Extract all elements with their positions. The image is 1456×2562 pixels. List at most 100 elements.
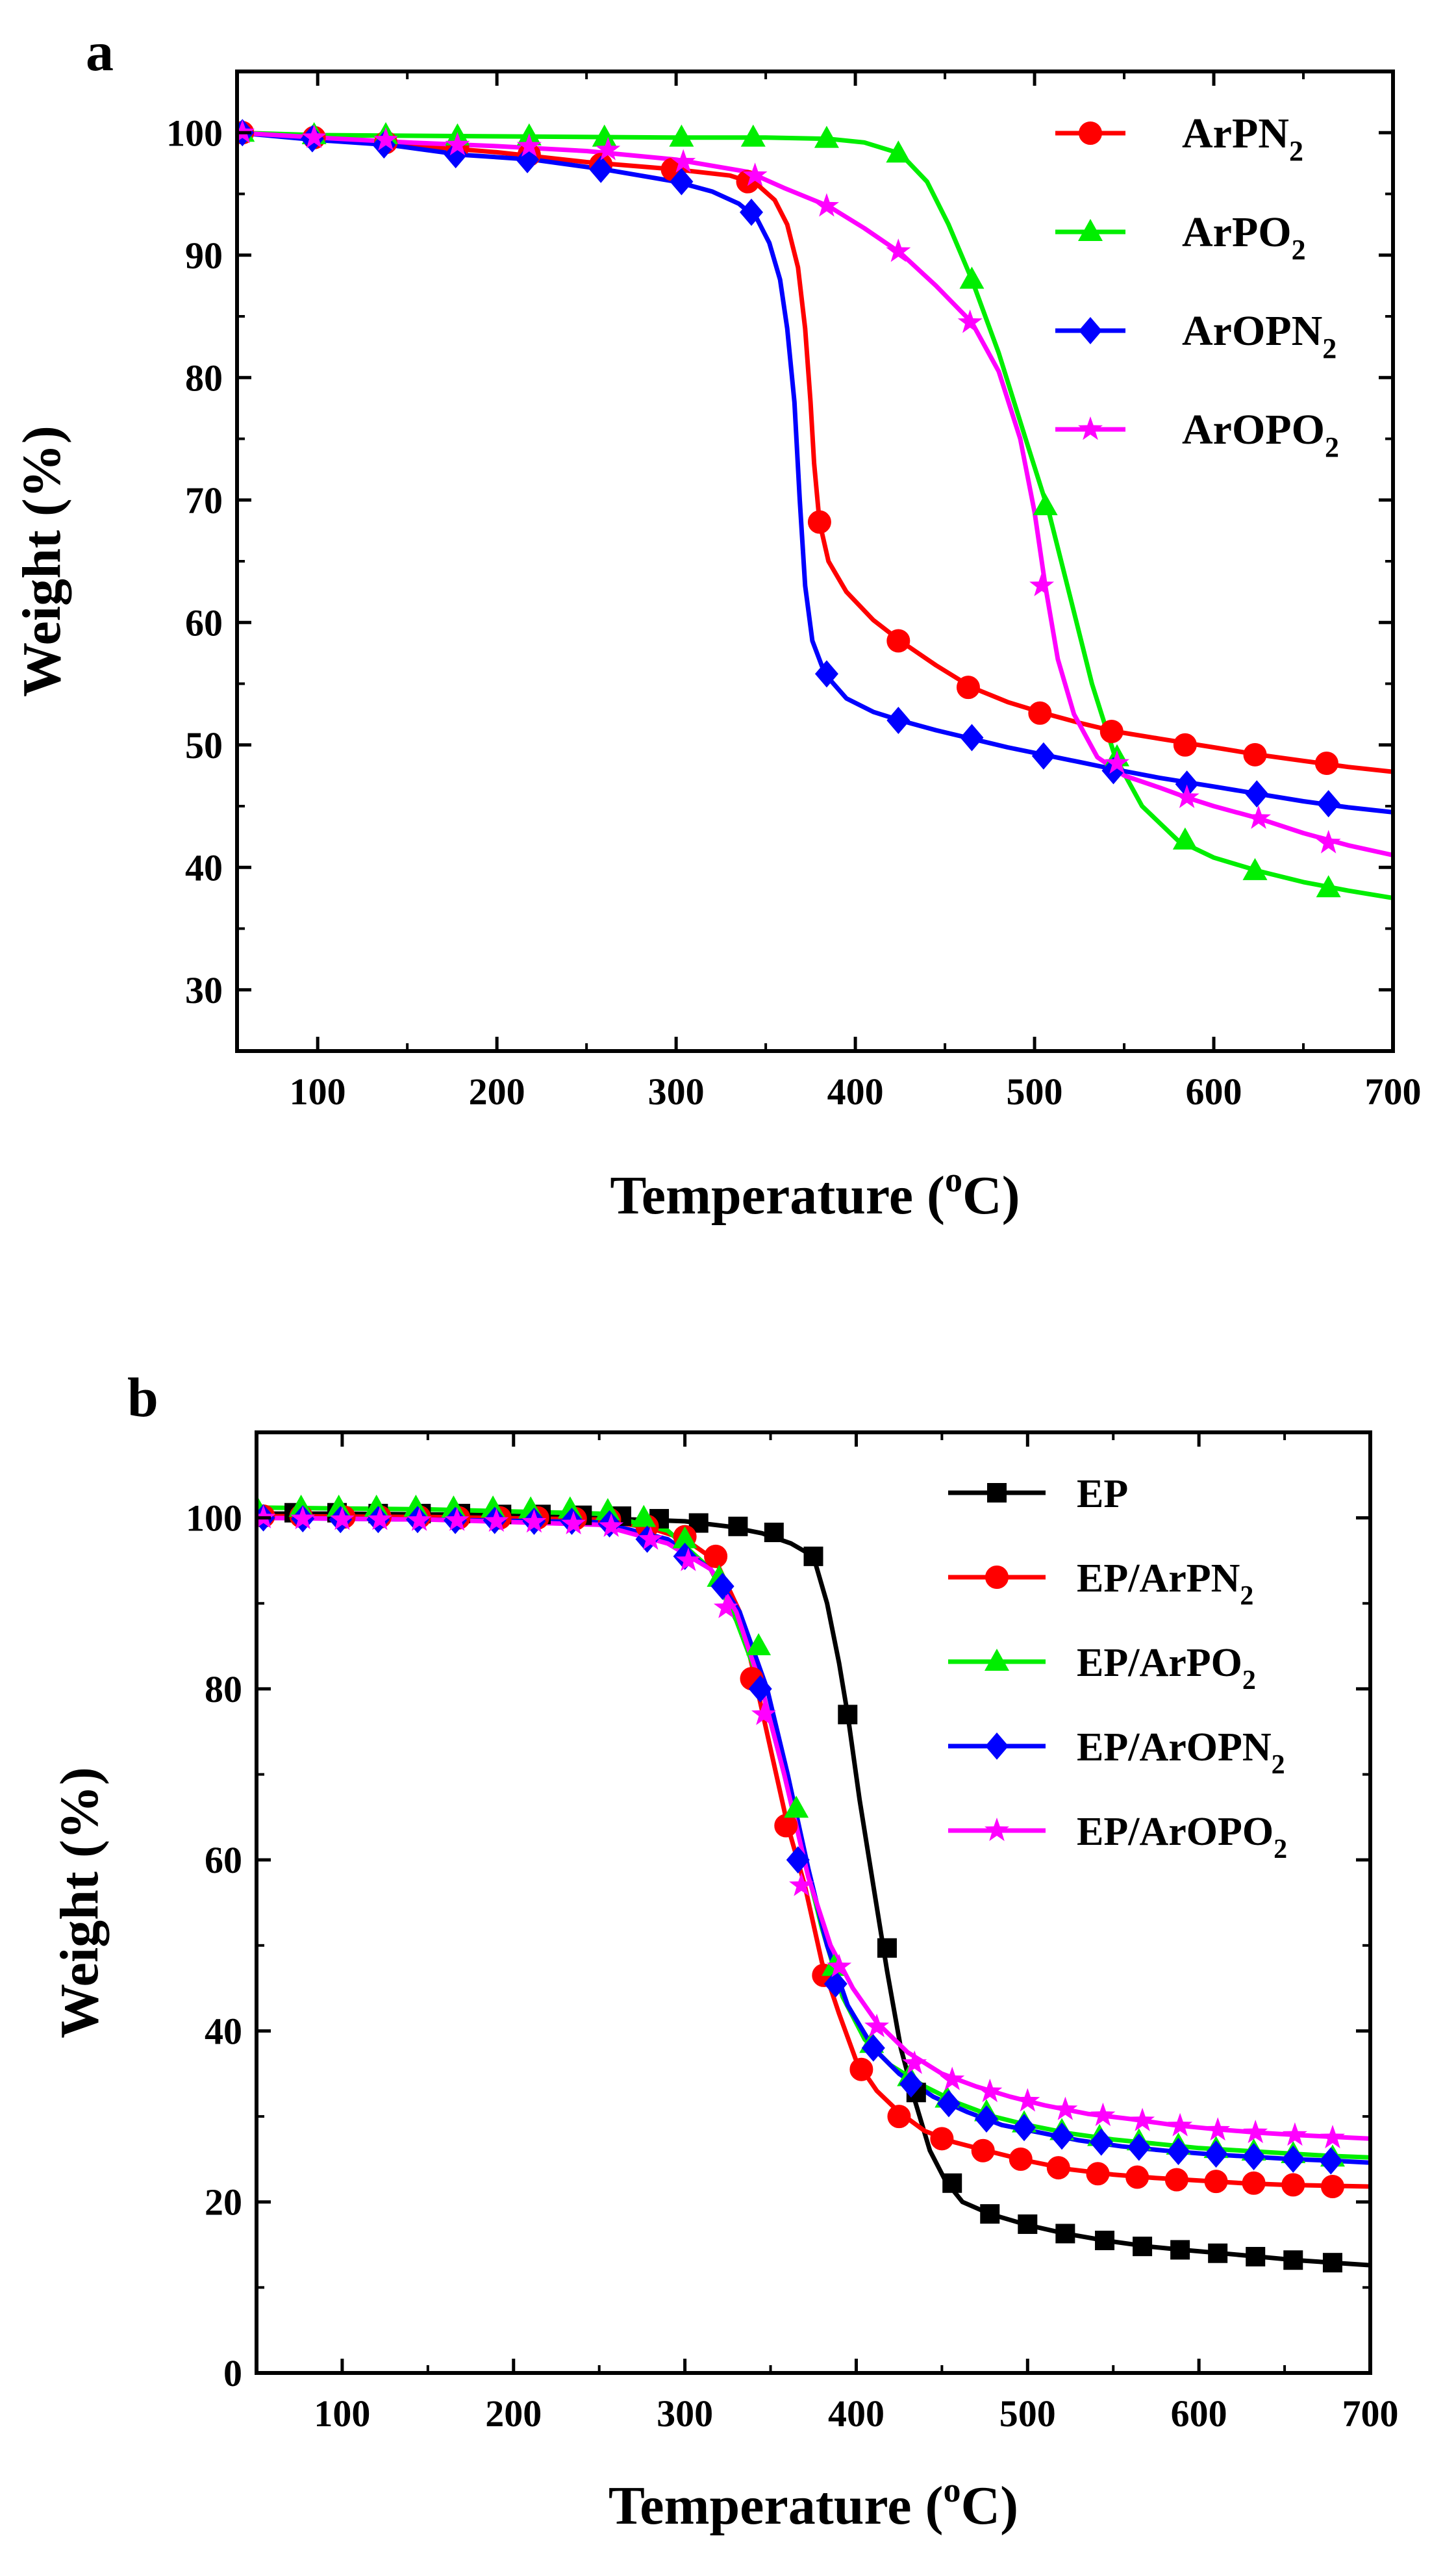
- legend-label-name: EP: [1077, 1472, 1128, 1516]
- data-point-ep-aropn: [1319, 2147, 1343, 2175]
- data-point-ep-aropo: [561, 1510, 586, 1534]
- x-tick-label: 100: [314, 2392, 370, 2435]
- legend: ArPN2 ArPO2 ArOPN2 ArOPO2: [1055, 110, 1339, 463]
- data-point-ep-aropo: [713, 1594, 738, 1618]
- legend-label-name: ArOPN: [1182, 307, 1322, 355]
- data-point-ep-aropn: [786, 1846, 810, 1874]
- data-point-ep-arpn: [1009, 2147, 1033, 2171]
- x-tick-label: 500: [1007, 1071, 1063, 1113]
- data-point-ep-aropn: [1204, 2140, 1228, 2168]
- x-tick-label: 600: [1186, 1071, 1242, 1113]
- legend-label: EP: [1077, 1472, 1128, 1516]
- data-point-arpo: [886, 140, 911, 163]
- data-point-ep-aropn: [1089, 2128, 1113, 2156]
- data-point-ep: [838, 1705, 858, 1725]
- legend-marker: [985, 1649, 1009, 1671]
- data-point-ep-arpo: [631, 1504, 657, 1527]
- data-point-ep-arpo: [595, 1498, 620, 1521]
- data-point-arpo: [669, 124, 694, 147]
- data-point-arpn: [1243, 742, 1267, 767]
- data-point-ep-aropn: [1281, 2145, 1305, 2173]
- data-point-aropo: [301, 124, 327, 148]
- legend-label-subscript: 2: [1240, 1581, 1253, 1611]
- data-point-ep-aropo: [1090, 2102, 1116, 2126]
- data-point-ep-aropo: [789, 1872, 814, 1896]
- data-point-ep: [980, 2204, 1000, 2224]
- data-point-ep-aropn: [1012, 2114, 1036, 2142]
- series-line-aropo: [237, 130, 1393, 857]
- legend-label-name: ArOPO: [1182, 406, 1325, 453]
- data-point-ep-arpn: [971, 2138, 995, 2162]
- legend-item: ArPO2: [1055, 209, 1306, 266]
- legend-label: ArOPO2: [1182, 406, 1339, 463]
- data-point-aropn: [589, 155, 613, 183]
- data-point-ep-aropo: [675, 1547, 701, 1571]
- data-point-ep: [1208, 2243, 1228, 2263]
- data-point-arpn: [807, 510, 831, 534]
- legend-label: EP/ArPN2: [1077, 1556, 1253, 1611]
- x-axis-label: Temperature (oC): [610, 1160, 1020, 1226]
- y-tick-label: 100: [166, 112, 223, 154]
- legend-item: EP: [948, 1472, 1128, 1516]
- legend-label-name: EP/ArOPN: [1077, 1725, 1272, 1769]
- data-point-ep-arpn: [704, 1544, 728, 1568]
- data-point-arpo: [1242, 857, 1268, 880]
- data-point-ep-aropo: [638, 1526, 663, 1550]
- data-point-aropo: [1029, 572, 1055, 596]
- y-tick-label: 100: [186, 1497, 242, 1540]
- data-point-ep-aropo: [1130, 2107, 1155, 2131]
- panel-label: a: [86, 20, 114, 82]
- x-tick-label: 700: [1342, 2392, 1399, 2435]
- data-point-aropo: [445, 132, 470, 156]
- data-point-arpo: [740, 124, 766, 147]
- data-point-aropo: [1105, 750, 1129, 774]
- data-point-aropo: [373, 127, 399, 151]
- legend-item: ArOPO2: [1055, 406, 1339, 463]
- y-tick-label: 80: [205, 1668, 242, 1710]
- data-point-ep: [764, 1523, 784, 1543]
- data-point-ep-aropn: [710, 1572, 734, 1600]
- panel-label: b: [127, 1366, 158, 1428]
- data-point-ep-aropo: [977, 2078, 1003, 2103]
- y-tick-label: 90: [185, 235, 223, 277]
- data-point-aropn: [740, 198, 764, 226]
- plot-frame: [255, 1430, 1372, 2375]
- data-point-aropn: [1316, 790, 1340, 818]
- data-point-ep: [803, 1546, 823, 1566]
- data-point-ep-aropo: [1243, 2120, 1268, 2144]
- x-axis-label-main: Temperature (: [610, 1165, 945, 1226]
- data-point-ep-aropo: [599, 1513, 624, 1537]
- data-point-ep-aropo: [940, 2066, 965, 2090]
- data-point-ep-arpn: [1125, 2165, 1149, 2189]
- data-point-ep-aropn: [936, 2090, 960, 2118]
- data-point-ep-aropo: [1205, 2117, 1231, 2141]
- data-point-ep-aropn: [899, 2070, 923, 2098]
- y-tick-label: 70: [185, 479, 223, 522]
- data-point-aropo: [886, 238, 911, 262]
- data-point-ep-aropn: [1166, 2138, 1190, 2166]
- data-point-ep-aropn: [1127, 2133, 1151, 2161]
- legend-label-name: EP/ArPN: [1077, 1556, 1240, 1601]
- data-point-arpo: [1033, 493, 1058, 516]
- legend-item: ArPN2: [1055, 110, 1303, 167]
- legend-item: ArOPN2: [1055, 307, 1337, 364]
- y-tick-label: 60: [205, 1839, 242, 1881]
- data-point-ep-arpo: [784, 1795, 809, 1818]
- data-point-ep: [1018, 2214, 1038, 2234]
- x-tick-label: 200: [485, 2392, 542, 2435]
- legend-label: EP/ArPO2: [1077, 1641, 1256, 1695]
- data-point-aropn: [1031, 742, 1055, 770]
- legend-label: ArPN2: [1182, 110, 1303, 167]
- y-axis-label: Weight (%): [12, 425, 72, 697]
- y-tick-label: 20: [205, 2181, 242, 2224]
- legend-label-name: ArPN: [1182, 110, 1289, 157]
- data-point-ep-aropo: [290, 1506, 316, 1530]
- data-point-arpo: [959, 266, 985, 289]
- y-tick-label: 40: [185, 846, 223, 889]
- data-point-ep-aropo: [329, 1506, 355, 1530]
- y-axis-label: Weight (%): [49, 1767, 110, 2038]
- data-point-aropn: [1175, 770, 1199, 798]
- legend-label-name: EP/ArPO: [1077, 1641, 1242, 1685]
- data-point-arpo: [1172, 827, 1198, 850]
- y-tick-label: 80: [185, 357, 223, 399]
